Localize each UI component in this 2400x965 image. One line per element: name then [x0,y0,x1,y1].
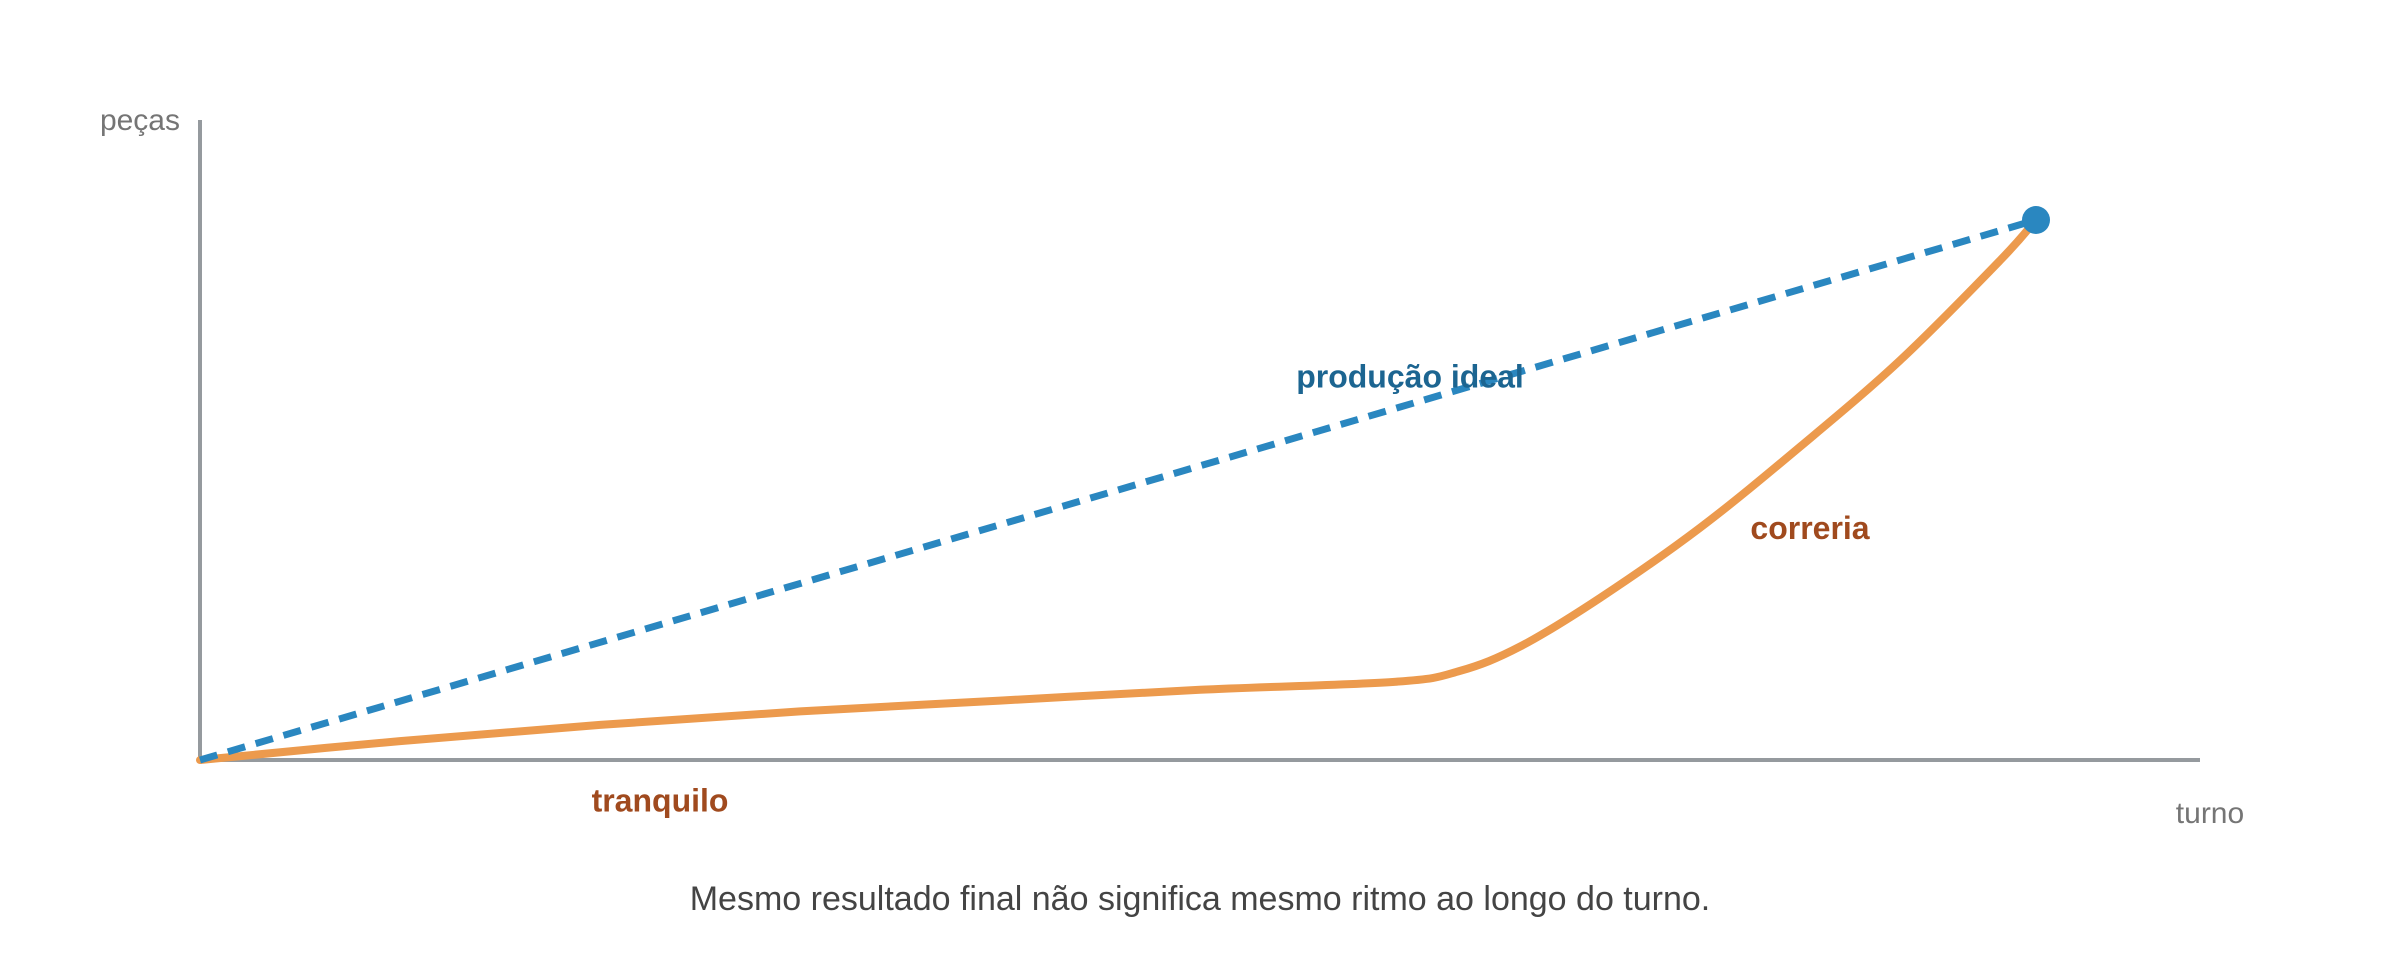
chart-caption: Mesmo resultado final não significa mesm… [690,880,1711,918]
annotation-calm: tranquilo [592,783,729,819]
x-axis-label: turno [2176,797,2244,830]
axes [198,120,2200,762]
end-point-marker [2022,206,2050,234]
ideal-production-line [199,216,2037,764]
series-layer [196,206,2050,764]
annotation-rush: correria [1750,510,1869,546]
actual-production-line [196,216,2040,764]
labels-layer: produção ideal correria tranquilo [592,359,1870,819]
y-axis-label: peças [100,104,180,137]
annotation-ideal: produção ideal [1296,359,1524,395]
